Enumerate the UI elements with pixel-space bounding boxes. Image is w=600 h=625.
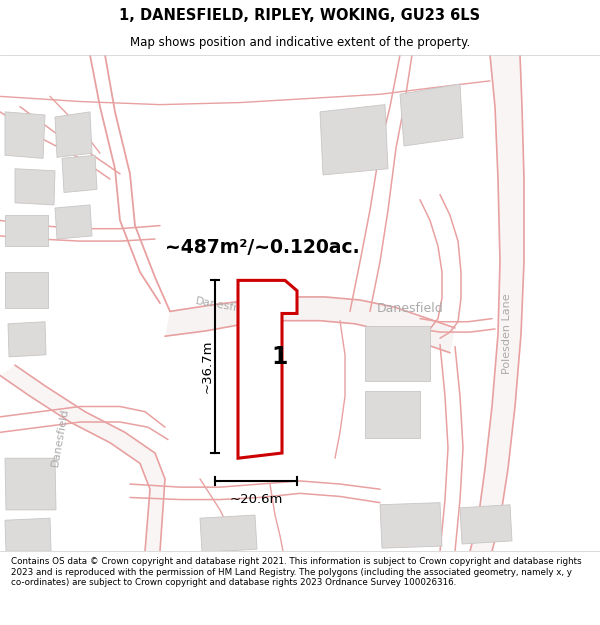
Text: ~20.6m: ~20.6m [229,493,283,506]
Polygon shape [15,169,55,205]
Text: Contains OS data © Crown copyright and database right 2021. This information is : Contains OS data © Crown copyright and d… [11,557,581,587]
Polygon shape [0,365,165,551]
Text: Danesfield: Danesfield [195,296,255,316]
Polygon shape [365,391,420,438]
Polygon shape [5,272,48,308]
Text: Map shows position and indicative extent of the property.: Map shows position and indicative extent… [130,36,470,49]
Text: 1: 1 [271,345,287,369]
Polygon shape [400,84,463,146]
Polygon shape [320,104,388,175]
Polygon shape [200,515,257,552]
Polygon shape [238,281,297,458]
Polygon shape [365,326,430,381]
Polygon shape [460,505,512,544]
Polygon shape [5,458,56,510]
Polygon shape [8,322,46,357]
Text: Polesden Lane: Polesden Lane [502,294,512,374]
Text: 1, DANESFIELD, RIPLEY, WOKING, GU23 6LS: 1, DANESFIELD, RIPLEY, WOKING, GU23 6LS [119,8,481,23]
Text: Danesfield: Danesfield [50,408,70,468]
Polygon shape [5,518,51,551]
Polygon shape [55,112,92,158]
Polygon shape [5,215,48,246]
Polygon shape [380,503,442,548]
Text: Danesfield: Danesfield [377,302,443,315]
Text: ~36.7m: ~36.7m [200,340,214,394]
Polygon shape [470,55,524,551]
Text: ~487m²/~0.120ac.: ~487m²/~0.120ac. [165,238,359,257]
Polygon shape [62,155,97,192]
Polygon shape [5,112,45,158]
Polygon shape [55,205,92,239]
Polygon shape [165,297,455,352]
